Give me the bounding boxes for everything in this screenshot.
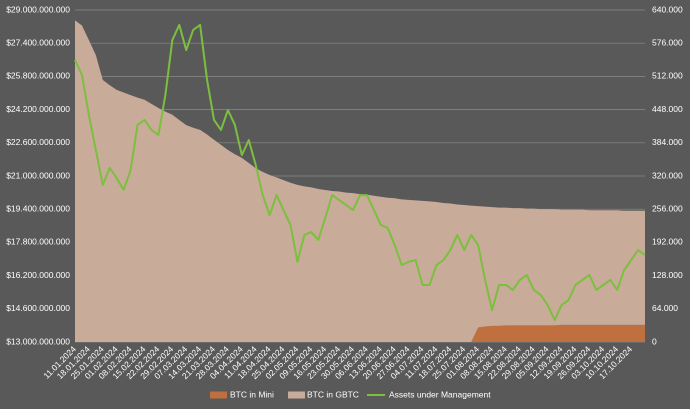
y2-tick-label: 256.000 <box>652 203 683 213</box>
y2-tick-label: 448.000 <box>652 104 683 114</box>
legend-swatch <box>210 391 227 399</box>
y-tick-label: $24.200.000.000 <box>6 104 70 114</box>
y-tick-label: $17.800.000.000 <box>6 237 70 247</box>
y-tick-label: $14.600.000.000 <box>6 303 70 313</box>
line <box>74 23 646 321</box>
y2-tick-label: 128.000 <box>652 270 683 280</box>
y2-tick-label: 0 <box>652 336 657 346</box>
y-tick-label: $29.000.000.000 <box>6 4 70 14</box>
y2-tick-label: 576.000 <box>652 37 683 47</box>
y-tick-label: $22.600.000.000 <box>6 137 70 147</box>
legend-swatch <box>288 391 305 399</box>
legend-label: BTC in GBTC <box>307 389 359 399</box>
area <box>75 324 645 342</box>
y2-tick-label: 64.000 <box>652 303 678 313</box>
y2-tick-label: 512.000 <box>652 71 683 81</box>
y-tick-label: $13.000.000.000 <box>6 336 70 346</box>
y-tick-label: $27.400.000.000 <box>6 37 70 47</box>
legend-label: BTC in Mini <box>230 389 274 399</box>
y2-tick-label: 640.000 <box>652 4 683 14</box>
y2-tick-label: 192.000 <box>652 237 683 247</box>
legend: BTC in Mini BTC in GBTC Assets under Manag… <box>210 389 491 399</box>
legend-label: Assets under Management <box>389 389 491 399</box>
y2-tick-label: 384.000 <box>652 137 683 147</box>
y-tick-label: $21.000.000.000 <box>6 170 70 180</box>
y2-tick-label: 320.000 <box>652 170 683 180</box>
area <box>75 20 645 342</box>
y-tick-label: $19.400.000.000 <box>6 203 70 213</box>
y-tick-label: $16.200.000.000 <box>6 270 70 280</box>
y-tick-label: $25.800.000.000 <box>6 71 70 81</box>
